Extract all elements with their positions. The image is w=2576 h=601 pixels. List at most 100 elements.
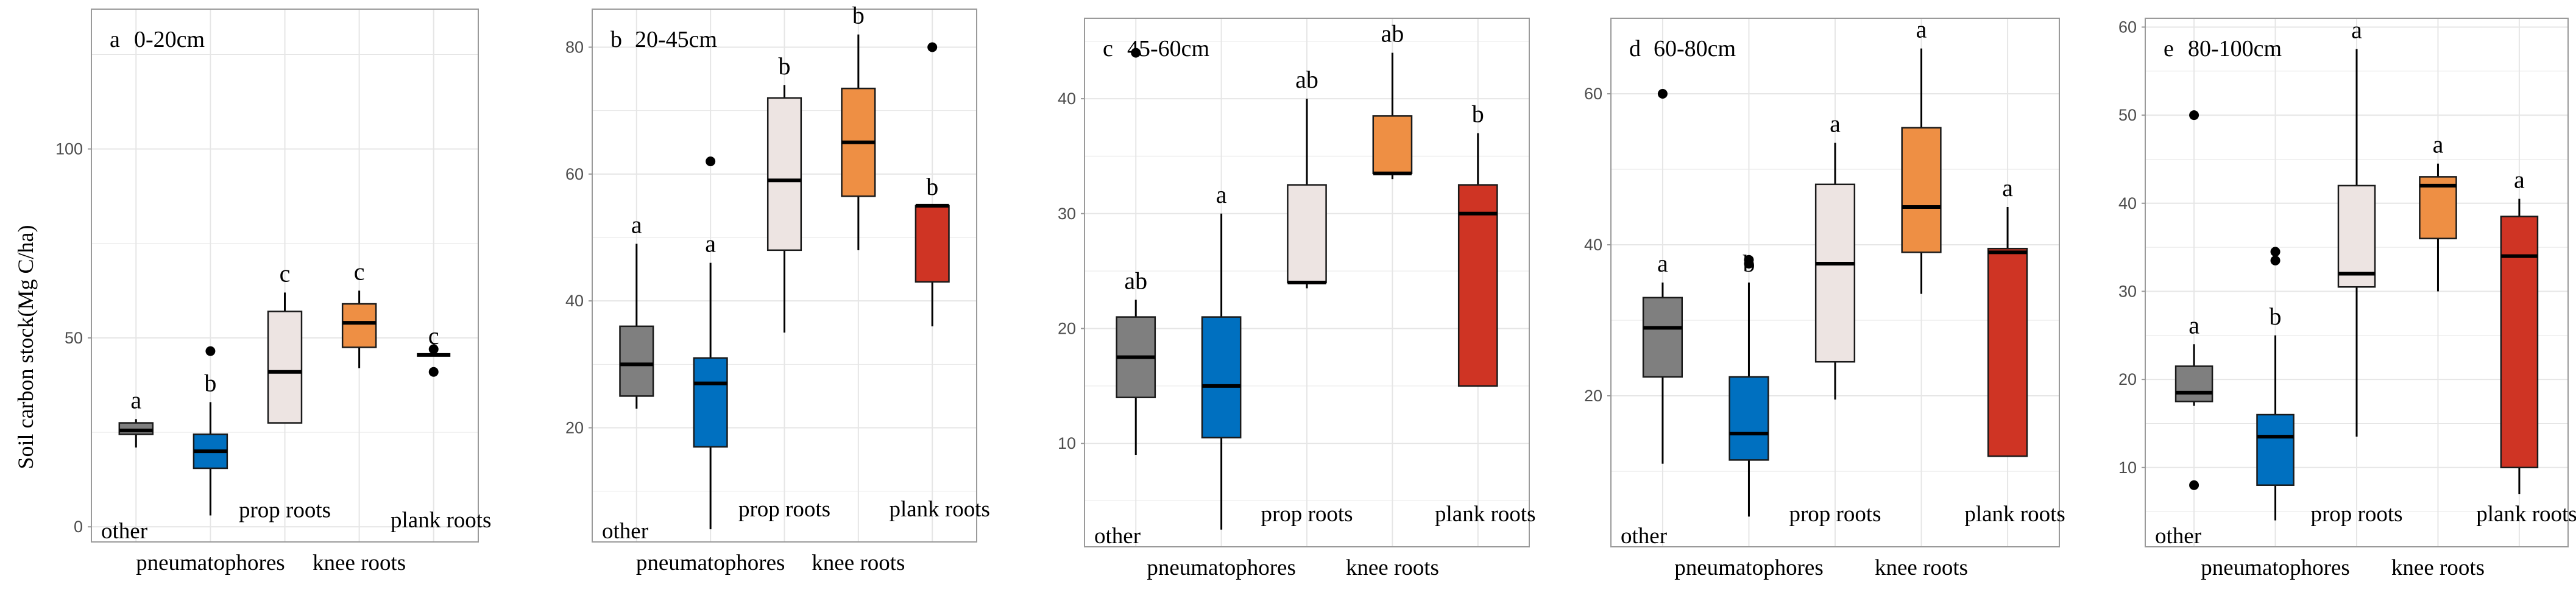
panel-depth-title: 80-100cm — [2188, 36, 2282, 62]
panel-frame — [592, 9, 977, 543]
y-tick-label: 0 — [74, 518, 83, 536]
significance-letter: a — [1216, 181, 1227, 208]
x-category-label: other — [101, 519, 147, 544]
y-tick-label: 80 — [565, 38, 584, 57]
significance-letter: ab — [1381, 20, 1404, 47]
box-other — [118, 422, 154, 435]
significance-letter: a — [2514, 166, 2525, 194]
box-prop-roots — [766, 97, 802, 251]
box-pneumatophores — [1729, 376, 1769, 461]
significance-letter: a — [1657, 250, 1668, 277]
y-tick-label: 20 — [565, 419, 584, 437]
outlier-point — [1131, 47, 1141, 58]
panel-frame — [1084, 18, 1530, 547]
box-prop-roots — [267, 311, 303, 424]
significance-letter: ab — [1124, 267, 1147, 294]
outlier-point — [2189, 480, 2199, 490]
panel-depth-title: 0-20cm — [134, 27, 205, 52]
x-category-label: other — [602, 519, 648, 544]
y-tick-label: 30 — [2118, 282, 2137, 300]
panel-letter: c — [1103, 36, 1113, 62]
x-category-label: other — [1621, 524, 1667, 549]
significance-letter: c — [428, 322, 439, 350]
significance-letter: c — [354, 258, 365, 285]
x-category-label: prop roots — [239, 498, 331, 523]
x-category-label: pneumatophores — [636, 550, 785, 575]
significance-letter: b — [926, 173, 938, 200]
outlier-point — [706, 156, 716, 166]
y-tick-label: 20 — [1058, 319, 1076, 337]
x-category-label: prop roots — [1261, 502, 1353, 527]
y-tick-label: 40 — [1584, 236, 1602, 254]
significance-letter: a — [2189, 311, 2199, 339]
significance-letter: a — [2002, 174, 2013, 202]
box-pneumatophores — [1201, 316, 1242, 438]
panel-letter: d — [1629, 36, 1641, 62]
y-axis-label-wrapper: Soil carbon stock(Mg C/ha) — [13, 225, 38, 469]
y-tick-label: 30 — [1058, 205, 1076, 223]
x-category-label: knee roots — [1346, 555, 1439, 580]
outlier-point — [205, 346, 216, 356]
box-plank-roots — [915, 205, 950, 283]
panel-letter: a — [110, 27, 120, 52]
box-other — [619, 325, 654, 397]
outlier-point — [1744, 259, 1754, 269]
x-category-label: pneumatophores — [2201, 555, 2350, 580]
x-category-label: knee roots — [2391, 555, 2485, 580]
significance-letter: b — [204, 369, 216, 396]
y-tick-label: 20 — [2118, 370, 2137, 388]
x-category-label: knee roots — [313, 550, 406, 575]
panel-letter: b — [610, 27, 622, 52]
y-tick-label: 10 — [1058, 434, 1076, 452]
outlier-point — [428, 367, 439, 377]
panel-letter: e — [2164, 36, 2174, 62]
y-tick-label: 20 — [1584, 387, 1602, 405]
outlier-point — [2270, 247, 2281, 257]
significance-letter: b — [852, 2, 865, 29]
x-category-label: plank roots — [1964, 502, 2065, 527]
x-category-label: knee roots — [812, 550, 905, 575]
y-tick-label: 60 — [1584, 85, 1602, 103]
significance-letter: a — [705, 230, 716, 258]
significance-letter: a — [631, 211, 642, 238]
x-category-label: pneumatophores — [136, 550, 285, 575]
x-category-label: other — [1094, 524, 1141, 549]
box-plank-roots — [1987, 247, 2028, 457]
significance-letter: b — [2270, 303, 2282, 330]
box-plank-roots — [1457, 184, 1498, 387]
x-category-label: pneumatophores — [1147, 555, 1296, 580]
box-prop-roots — [1814, 183, 1856, 363]
y-tick-label: 60 — [2118, 18, 2137, 36]
panel-depth-title: 60-80cm — [1654, 36, 1736, 62]
box-prop-roots — [2337, 185, 2376, 288]
x-category-label: plank roots — [1435, 502, 1535, 527]
box-knee-roots — [341, 303, 377, 348]
panel-depth-title: 45-60cm — [1127, 36, 1209, 62]
x-category-label: other — [2155, 524, 2201, 549]
significance-letter: b — [1472, 100, 1484, 128]
outlier-point — [2270, 255, 2281, 265]
box-knee-roots — [1901, 127, 1942, 253]
significance-letter: a — [2351, 16, 2362, 44]
y-tick-label: 50 — [65, 329, 83, 347]
y-tick-label: 40 — [2118, 194, 2137, 213]
y-tick-label: 100 — [55, 140, 83, 158]
y-tick-label: 40 — [1058, 90, 1076, 108]
x-category-label: plank roots — [2476, 502, 2576, 527]
significance-letter: b — [1743, 250, 1755, 277]
y-tick-label: 50 — [2118, 106, 2137, 124]
box-pneumatophores — [2256, 413, 2295, 486]
panel-frame — [91, 9, 479, 543]
y-tick-label: 40 — [565, 292, 584, 310]
outlier-point — [2189, 110, 2199, 121]
significance-letter: b — [779, 52, 791, 80]
significance-letter: a — [130, 386, 141, 413]
box-other — [2174, 365, 2213, 402]
x-category-label: prop roots — [1789, 502, 1881, 527]
box-pneumatophores — [693, 357, 728, 448]
y-tick-label: 60 — [565, 165, 584, 183]
significance-letter: a — [2433, 131, 2444, 158]
x-category-label: pneumatophores — [1674, 555, 1824, 580]
x-category-label: plank roots — [889, 497, 989, 522]
